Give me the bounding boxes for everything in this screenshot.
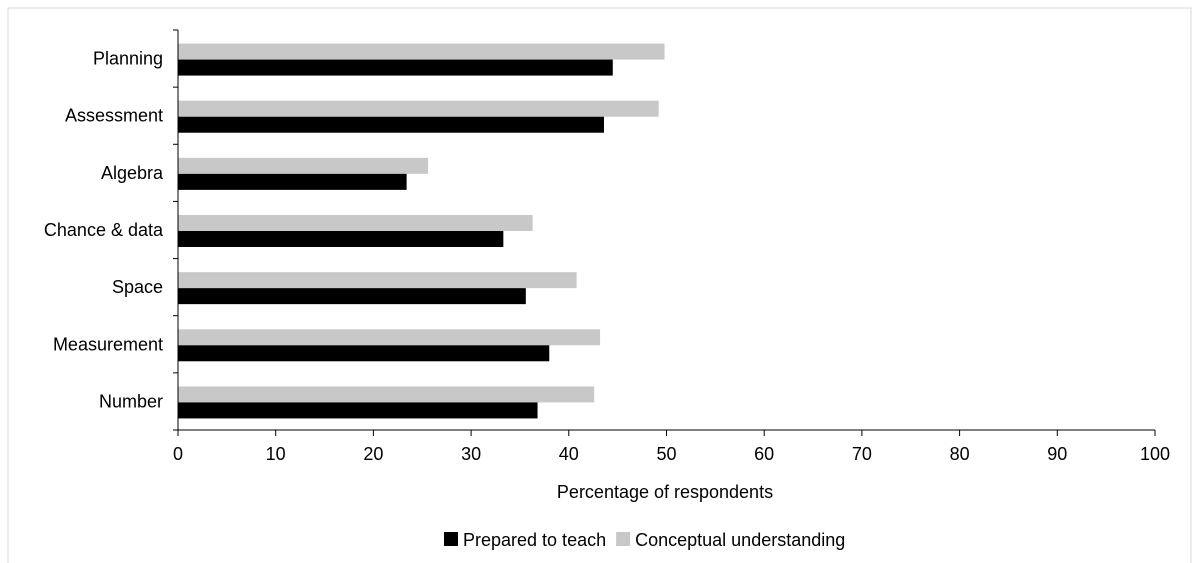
bar-conceptual-understanding bbox=[178, 157, 429, 174]
labels-layer: Planning Assessment Algebra Chance & data Sp… bbox=[44, 49, 1170, 464]
x-tick-label: 70 bbox=[852, 444, 872, 464]
bar-conceptual-understanding bbox=[178, 329, 601, 346]
x-tick-label: 100 bbox=[1140, 444, 1170, 464]
bar-conceptual-understanding bbox=[178, 215, 533, 231]
bar-conceptual-understanding bbox=[178, 272, 577, 289]
category-label: Number bbox=[99, 391, 163, 411]
bar-prepared-to-teach bbox=[178, 345, 550, 362]
category-label: Space bbox=[112, 277, 163, 297]
category-label: Chance & data bbox=[44, 220, 164, 240]
bars-layer bbox=[178, 43, 665, 419]
x-tick-label: 40 bbox=[559, 444, 579, 464]
bar-prepared-to-teach bbox=[178, 288, 526, 305]
x-tick-label: 20 bbox=[363, 444, 383, 464]
category-label: Measurement bbox=[53, 334, 163, 354]
bar-prepared-to-teach bbox=[178, 59, 613, 76]
x-tick-label: 50 bbox=[656, 444, 676, 464]
x-axis-title: Percentage of respondents bbox=[557, 482, 773, 502]
category-label: Algebra bbox=[101, 163, 164, 183]
bar-conceptual-understanding bbox=[178, 43, 665, 60]
legend-label: Conceptual understanding bbox=[635, 530, 845, 550]
legend-swatch bbox=[616, 532, 631, 546]
category-label: Planning bbox=[93, 49, 163, 69]
x-tick-label: 10 bbox=[266, 444, 286, 464]
axes-layer bbox=[173, 29, 1156, 436]
x-tick-label: 90 bbox=[1047, 444, 1067, 464]
bar-prepared-to-teach bbox=[178, 173, 407, 190]
legend-swatch bbox=[444, 532, 458, 546]
x-tick-label: 30 bbox=[461, 444, 481, 464]
x-tick-label: 0 bbox=[173, 444, 183, 464]
legend-label: Prepared to teach bbox=[463, 530, 606, 550]
bar-prepared-to-teach bbox=[178, 116, 604, 133]
category-label: Assessment bbox=[65, 106, 163, 126]
x-tick-label: 80 bbox=[950, 444, 970, 464]
legend: Prepared to teach Conceptual understandin… bbox=[444, 530, 845, 550]
chart-frame bbox=[7, 7, 1192, 563]
bar-prepared-to-teach bbox=[178, 402, 538, 419]
bar-conceptual-understanding bbox=[178, 386, 595, 403]
bar-prepared-to-teach bbox=[178, 231, 504, 247]
bar-conceptual-understanding bbox=[178, 100, 659, 117]
x-tick-label: 60 bbox=[754, 444, 774, 464]
